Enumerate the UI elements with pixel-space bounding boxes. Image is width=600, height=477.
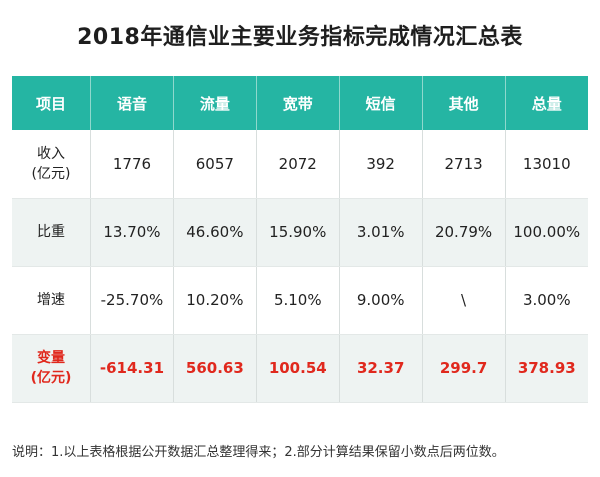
row-label: 比重 <box>12 198 91 267</box>
column-header: 流量 <box>173 76 257 130</box>
table-cell: 100.54 <box>256 334 340 403</box>
page-title: 2018年通信业主要业务指标完成情况汇总表 <box>77 25 523 50</box>
table-cell: 13010 <box>505 130 588 199</box>
table-cell: 3.00% <box>505 266 588 335</box>
column-header: 总量 <box>505 76 588 130</box>
table-cell: -25.70% <box>90 266 174 335</box>
table-header-row: 项目 语音 流量 宽带 短信 其他 总量 <box>12 76 588 130</box>
table-cell: 5.10% <box>256 266 340 335</box>
row-label: 变量 (亿元) <box>12 334 91 403</box>
table-cell: 15.90% <box>256 198 340 267</box>
table-cell: 100.00% <box>505 198 588 267</box>
table-cell: 32.37 <box>339 334 423 403</box>
row-label-unit: (亿元) <box>30 370 72 386</box>
table-cell: 10.20% <box>173 266 257 335</box>
table-cell: 2713 <box>422 130 506 199</box>
column-header: 短信 <box>339 76 423 130</box>
table-cell: 392 <box>339 130 423 199</box>
row-label-unit: (亿元) <box>31 165 71 182</box>
row-label: 增速 <box>12 266 91 335</box>
table-cell: 3.01% <box>339 198 423 267</box>
table-row-change: 变量 (亿元) -614.31 560.63 100.54 32.37 299.… <box>12 334 588 403</box>
table-cell: 2072 <box>256 130 340 199</box>
business-indicator-table: 项目 语音 流量 宽带 短信 其他 总量 收入 (亿元) 1776 6057 2… <box>12 76 588 403</box>
table-row-share: 比重 13.70% 46.60% 15.90% 3.01% 20.79% 100… <box>12 198 588 267</box>
table-cell: 1776 <box>90 130 174 199</box>
column-header: 项目 <box>12 76 91 130</box>
table-cell: 46.60% <box>173 198 257 267</box>
table-row-growth: 增速 -25.70% 10.20% 5.10% 9.00% \ 3.00% <box>12 266 588 335</box>
column-header: 语音 <box>90 76 174 130</box>
table-cell: -614.31 <box>90 334 174 403</box>
table-cell: 9.00% <box>339 266 423 335</box>
footnote: 说明：1.以上表格根据公开数据汇总整理得来；2.部分计算结果保留小数点后两位数。 <box>12 444 505 460</box>
table-cell: 299.7 <box>422 334 506 403</box>
row-label-line: 收入 <box>37 145 65 162</box>
table-cell: \ <box>422 266 506 335</box>
column-header: 宽带 <box>256 76 340 130</box>
table-cell: 13.70% <box>90 198 174 267</box>
table-cell: 560.63 <box>173 334 257 403</box>
table-cell: 6057 <box>173 130 257 199</box>
row-label: 收入 (亿元) <box>12 130 91 199</box>
table-cell: 378.93 <box>505 334 588 403</box>
table-row-income: 收入 (亿元) 1776 6057 2072 392 2713 13010 <box>12 130 588 199</box>
column-header: 其他 <box>422 76 506 130</box>
table-cell: 20.79% <box>422 198 506 267</box>
row-label-line: 变量 <box>37 350 65 366</box>
